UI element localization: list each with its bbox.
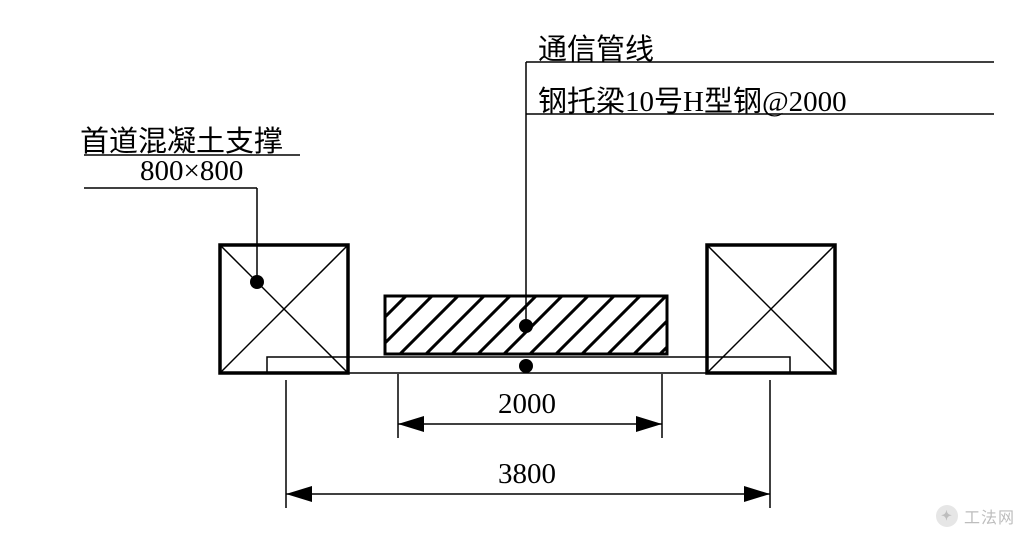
label-dim-inner: 2000 (498, 388, 556, 421)
watermark-icon: ✦ (936, 505, 958, 527)
watermark: ✦ 工法网 (936, 504, 1015, 528)
label-support-sub: 800×800 (140, 155, 243, 188)
right-concrete-support (707, 245, 835, 373)
label-steel-beam: 钢托梁10号H型钢@2000 (538, 78, 847, 120)
watermark-text: 工法网 (964, 504, 1015, 528)
left-concrete-support (220, 245, 348, 373)
label-dim-outer: 3800 (498, 458, 556, 491)
label-support-title: 首道混凝土支撑 (80, 118, 283, 160)
label-pipeline: 通信管线 (538, 26, 654, 68)
